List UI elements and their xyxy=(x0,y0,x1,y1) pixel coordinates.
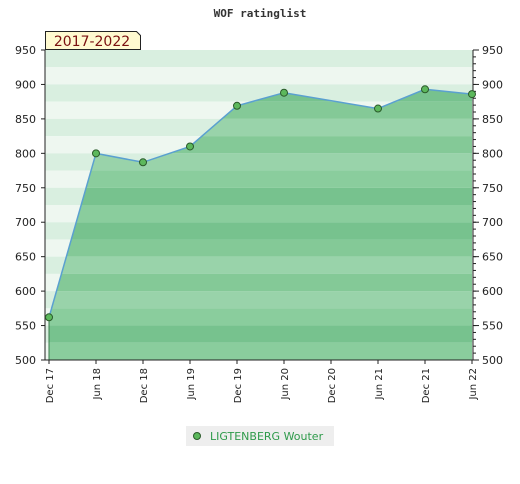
x-tick-label: Jun 18 xyxy=(92,368,103,401)
area-band xyxy=(49,222,472,240)
x-tick-label: Dec 17 xyxy=(45,368,56,403)
y-tick-label-right: 700 xyxy=(482,216,503,229)
data-point xyxy=(186,142,194,151)
range-label-box: 2017-2022 xyxy=(45,31,141,50)
chart-title: WOF ratinglist xyxy=(214,7,307,20)
range-label-frame xyxy=(45,31,141,50)
area-band xyxy=(49,256,472,274)
x-tick-label: Dec 19 xyxy=(233,368,244,403)
y-tick-label-left: 850 xyxy=(15,113,36,126)
points-layer xyxy=(45,85,476,322)
legend-marker xyxy=(193,432,201,440)
y-tick-label-right: 800 xyxy=(482,147,503,160)
area-band xyxy=(49,291,472,309)
area-band xyxy=(49,325,472,343)
background-band xyxy=(45,67,473,85)
data-point xyxy=(139,158,147,167)
legend-box xyxy=(186,426,334,446)
range-label: 2017-2022 xyxy=(54,34,130,50)
y-tick-label-right: 750 xyxy=(482,182,503,195)
data-point xyxy=(421,85,429,94)
background-band xyxy=(45,50,473,68)
y-tick-label-right: 950 xyxy=(482,44,503,57)
x-tick-label: Jun 22 xyxy=(468,368,479,401)
data-point xyxy=(468,90,476,99)
y-tick-label-right: 600 xyxy=(482,285,503,298)
y-tick-label-left: 600 xyxy=(15,285,36,298)
y-tick-label-right: 650 xyxy=(482,251,503,264)
legend-label: LIGTENBERG Wouter xyxy=(210,430,324,443)
y-tick-label-right: 500 xyxy=(482,354,503,367)
y-tick-label-left: 500 xyxy=(15,354,36,367)
y-tick-label-left: 700 xyxy=(15,216,36,229)
axes: 500 500 550 550 600 600 650 650 700 700 750 750 800 8… xyxy=(15,44,503,403)
data-point xyxy=(374,104,382,113)
y-tick-label-right: 550 xyxy=(482,320,503,333)
x-tick-label: Jun 21 xyxy=(374,368,385,401)
x-tick-label: Dec 20 xyxy=(327,368,338,403)
x-tick-label: Dec 21 xyxy=(421,368,432,403)
y-tick-label-right: 850 xyxy=(482,113,503,126)
area-band xyxy=(49,239,472,257)
x-tick-label: Dec 18 xyxy=(139,368,150,403)
y-tick-label-left: 650 xyxy=(15,251,36,264)
y-tick-label-left: 750 xyxy=(15,182,36,195)
y-tick-label-left: 950 xyxy=(15,44,36,57)
x-tick-label: Jun 20 xyxy=(280,368,291,401)
y-tick-label-left: 550 xyxy=(15,320,36,333)
area-band xyxy=(49,205,472,223)
legend: LIGTENBERG Wouter xyxy=(186,426,334,446)
data-point xyxy=(233,101,241,110)
data-point xyxy=(45,313,53,322)
area-band xyxy=(49,308,472,326)
area-band xyxy=(49,187,472,205)
y-tick-label-left: 900 xyxy=(15,78,36,91)
data-point xyxy=(280,88,288,97)
area-band xyxy=(49,273,472,292)
x-tick-label: Jun 19 xyxy=(186,368,197,401)
area-band xyxy=(49,170,472,188)
data-point xyxy=(92,149,100,158)
area-band xyxy=(49,342,472,360)
y-tick-label-left: 800 xyxy=(15,147,36,160)
background-band xyxy=(45,84,473,102)
y-tick-label-right: 900 xyxy=(482,78,503,91)
